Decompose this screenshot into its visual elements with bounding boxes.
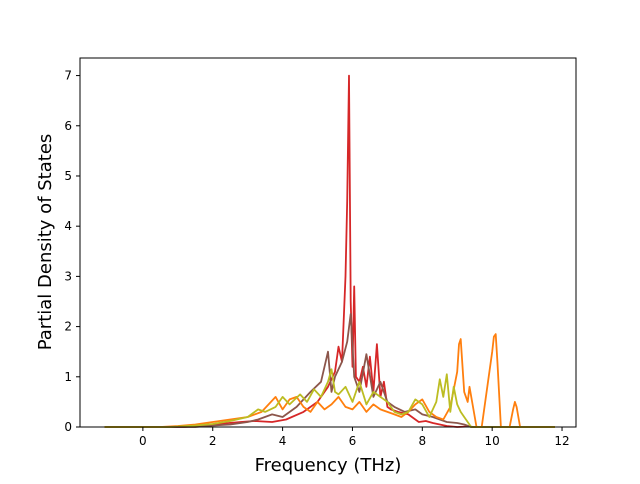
series-line-2 [104, 313, 555, 428]
y-tick-label: 4 [64, 219, 72, 233]
x-tick-label: 2 [209, 434, 217, 448]
x-tick-label: 10 [485, 434, 500, 448]
x-tick-label: 6 [349, 434, 357, 448]
y-tick-label: 7 [64, 69, 72, 83]
x-axis-label: Frequency (THz) [255, 455, 402, 476]
x-tick-label: 8 [418, 434, 426, 448]
series-line-3 [104, 333, 555, 428]
x-axis-ticks: 0 2 4 6 8 10 12 [139, 427, 570, 448]
y-tick-label: 5 [64, 169, 72, 183]
y-tick-label: 0 [64, 420, 72, 434]
series-line-1 [104, 74, 555, 428]
x-tick-label: 4 [279, 434, 287, 448]
series-layer [104, 74, 555, 428]
y-tick-label: 1 [64, 370, 72, 384]
x-tick-label: 12 [554, 434, 569, 448]
x-tick-label: 0 [139, 434, 147, 448]
y-tick-label: 6 [64, 119, 72, 133]
plot-frame [79, 57, 577, 428]
series-line-4 [104, 368, 555, 428]
y-axis-label: Partial Density of States [35, 134, 56, 351]
y-tick-label: 3 [64, 269, 72, 283]
y-tick-label: 2 [64, 320, 72, 334]
y-axis-ticks: 0 1 2 3 4 5 6 7 [64, 69, 80, 434]
